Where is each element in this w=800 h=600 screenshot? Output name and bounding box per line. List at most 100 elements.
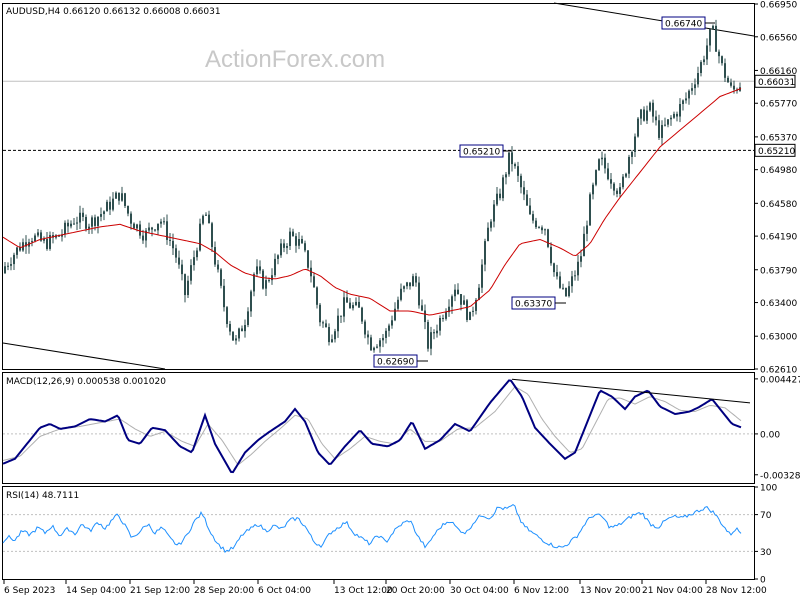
macd-label: MACD(12,26,9) 0.000538 0.001020 <box>6 377 166 387</box>
candle-body <box>154 229 156 231</box>
candle <box>535 217 537 230</box>
candle <box>457 283 459 295</box>
candle <box>25 235 27 254</box>
candle <box>331 334 333 343</box>
candle <box>703 55 705 66</box>
candle <box>415 272 417 287</box>
candle <box>139 220 141 239</box>
candle-body <box>346 297 348 303</box>
candle-body <box>16 247 18 255</box>
candle-body <box>250 291 252 312</box>
candle <box>277 254 279 265</box>
candle-body <box>316 287 318 305</box>
candle-body <box>592 184 594 195</box>
candle-body <box>304 243 306 251</box>
macd-tick-label: 0.00 <box>760 430 780 440</box>
candle <box>697 66 699 88</box>
candle <box>613 182 615 196</box>
candle-body <box>7 265 9 267</box>
annotation-0.65210: 0.65210 <box>459 144 512 158</box>
candle-body <box>49 235 51 249</box>
candle <box>328 323 330 346</box>
candle <box>595 169 597 187</box>
candle <box>238 327 240 342</box>
rsi-tick-label: 30 <box>760 548 772 558</box>
candle <box>721 55 723 66</box>
candle <box>157 223 159 235</box>
candle-body <box>157 223 159 231</box>
candle <box>43 236 45 244</box>
candle-body <box>523 187 525 195</box>
candle-body <box>199 223 201 251</box>
candle <box>640 108 642 125</box>
candle-body <box>511 152 513 165</box>
candle-body <box>460 294 462 305</box>
candle <box>241 325 243 332</box>
candle-body <box>235 338 237 341</box>
candle-body <box>628 156 630 174</box>
candle <box>544 228 546 236</box>
candle-body <box>127 205 129 214</box>
candle-body <box>88 226 90 229</box>
candle <box>292 228 294 237</box>
candle-body <box>166 221 168 240</box>
candle-body <box>229 323 231 332</box>
candle <box>397 296 399 311</box>
candle <box>454 284 456 302</box>
candle-body <box>322 322 324 324</box>
candle-body <box>475 299 477 311</box>
candle-body <box>169 239 171 241</box>
macd-line <box>2 379 742 474</box>
candle <box>604 153 606 174</box>
candle <box>337 308 339 338</box>
candle <box>670 115 672 126</box>
candle <box>628 154 630 179</box>
candle <box>469 311 471 321</box>
candle-body <box>505 174 507 178</box>
candle <box>349 297 351 309</box>
candle <box>691 82 693 95</box>
candle <box>676 111 678 122</box>
candle <box>70 220 72 229</box>
price-tick-label: 0.64980 <box>760 166 797 176</box>
candle-body <box>253 274 255 292</box>
candle-body <box>703 59 705 63</box>
candle-body <box>436 330 438 334</box>
candle-body <box>181 264 183 275</box>
candle <box>184 273 186 303</box>
rsi-panel-frame <box>2 486 755 580</box>
candle-body <box>727 77 729 83</box>
candle <box>280 238 282 258</box>
candle <box>553 262 555 277</box>
candle-body <box>427 322 429 349</box>
candle-body <box>643 109 645 121</box>
candle-body <box>730 82 732 86</box>
candle-body <box>34 235 36 242</box>
candle <box>472 306 474 317</box>
candle <box>247 307 249 328</box>
candle <box>421 299 423 312</box>
candle <box>403 285 405 293</box>
candle-body <box>289 231 291 247</box>
candle-body <box>349 302 351 309</box>
x-tick-label: 14 Sep 04:00 <box>66 586 126 596</box>
candle <box>172 233 174 255</box>
candle <box>730 78 732 88</box>
candle <box>82 207 84 222</box>
candle <box>439 315 441 336</box>
candle-body <box>46 238 48 249</box>
candle-body <box>448 306 450 313</box>
candle <box>4 262 6 274</box>
candle-body <box>220 269 222 286</box>
candle <box>433 329 435 340</box>
candle <box>487 222 489 242</box>
candle <box>148 222 150 233</box>
candle <box>256 259 258 277</box>
candle <box>121 186 123 202</box>
candle <box>571 270 573 293</box>
candle-body <box>667 119 669 125</box>
candle-body <box>559 276 561 288</box>
candle-body <box>565 287 567 297</box>
candle <box>580 249 582 268</box>
candle-body <box>622 176 624 188</box>
